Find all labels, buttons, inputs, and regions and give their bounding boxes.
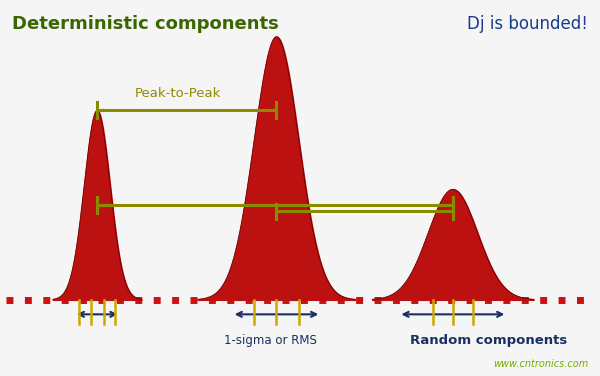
Text: Random components: Random components: [410, 334, 567, 347]
Text: Dj is bounded!: Dj is bounded!: [467, 15, 588, 33]
Text: Deterministic components: Deterministic components: [12, 15, 278, 33]
Text: 1-sigma or RMS: 1-sigma or RMS: [224, 334, 317, 347]
Text: www.cntronics.com: www.cntronics.com: [493, 359, 588, 368]
Text: Peak-to-Peak: Peak-to-Peak: [134, 87, 221, 100]
